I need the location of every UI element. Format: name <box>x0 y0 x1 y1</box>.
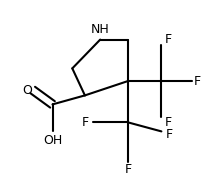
Text: NH: NH <box>91 23 110 36</box>
Text: F: F <box>125 163 132 176</box>
Text: F: F <box>194 75 201 87</box>
Text: F: F <box>165 33 172 46</box>
Text: F: F <box>166 129 173 141</box>
Text: OH: OH <box>43 134 62 147</box>
Text: O: O <box>22 84 32 96</box>
Text: F: F <box>81 116 88 129</box>
Text: F: F <box>165 116 172 129</box>
